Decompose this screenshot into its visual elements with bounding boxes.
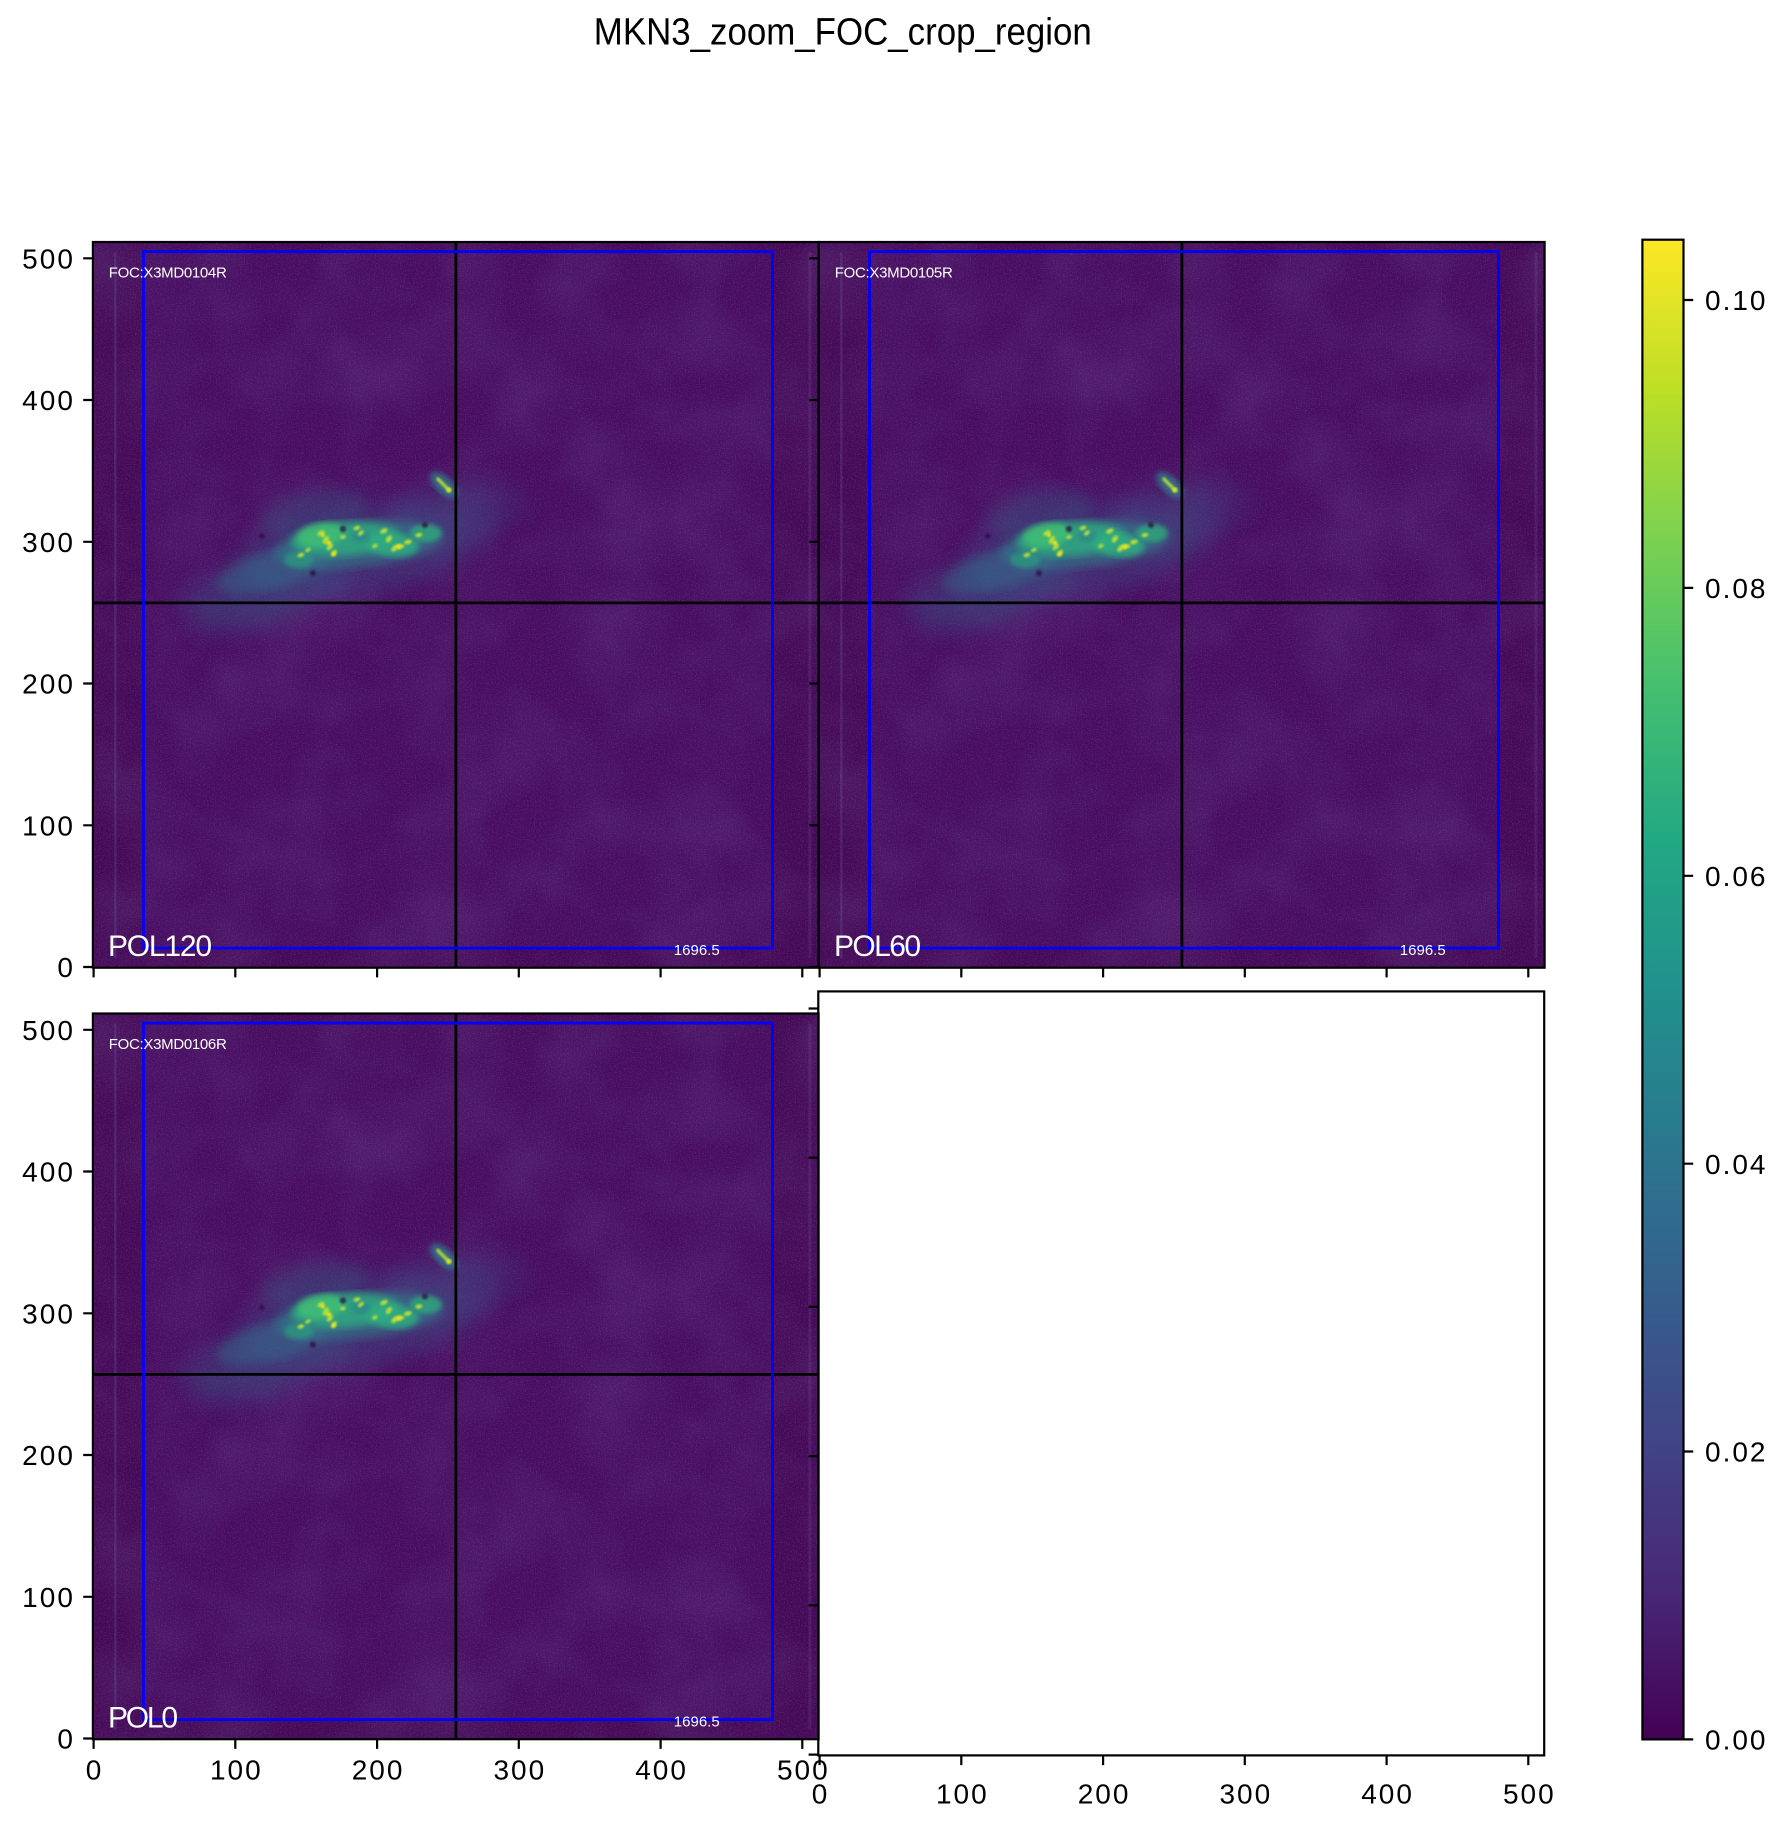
svg-text:100: 100 <box>936 1779 989 1810</box>
svg-text:FOC:X3MD0105R: FOC:X3MD0105R <box>835 265 953 282</box>
svg-text:0.02: 0.02 <box>1705 1437 1768 1468</box>
svg-text:0: 0 <box>812 1779 830 1810</box>
svg-text:200: 200 <box>1078 1779 1131 1810</box>
svg-text:0.06: 0.06 <box>1705 861 1768 892</box>
svg-text:200: 200 <box>22 1440 75 1471</box>
svg-text:500: 500 <box>22 1015 75 1046</box>
svg-text:1696.5: 1696.5 <box>1400 942 1446 959</box>
svg-text:300: 300 <box>22 527 75 558</box>
svg-text:400: 400 <box>22 1157 75 1188</box>
svg-text:0: 0 <box>57 1724 75 1755</box>
svg-text:200: 200 <box>352 1755 405 1786</box>
svg-text:0.04: 0.04 <box>1705 1149 1768 1180</box>
svg-text:0: 0 <box>86 1755 104 1786</box>
svg-text:0.08: 0.08 <box>1705 573 1768 604</box>
svg-text:100: 100 <box>22 811 75 842</box>
svg-text:FOC:X3MD0106R: FOC:X3MD0106R <box>109 1036 227 1053</box>
svg-text:100: 100 <box>210 1755 263 1786</box>
svg-text:MKN3_zoom_FOC_crop_region: MKN3_zoom_FOC_crop_region <box>594 12 1092 54</box>
svg-text:1696.5: 1696.5 <box>674 1714 720 1731</box>
svg-text:400: 400 <box>1361 1779 1414 1810</box>
svg-text:1696.5: 1696.5 <box>674 942 720 959</box>
svg-text:0.00: 0.00 <box>1705 1725 1768 1756</box>
svg-text:0.10: 0.10 <box>1705 285 1768 316</box>
svg-text:POL0: POL0 <box>108 1702 178 1735</box>
svg-text:300: 300 <box>1219 1779 1272 1810</box>
svg-text:500: 500 <box>1503 1779 1556 1810</box>
svg-text:300: 300 <box>22 1299 75 1330</box>
svg-text:0: 0 <box>57 952 75 983</box>
svg-text:FOC:X3MD0104R: FOC:X3MD0104R <box>109 265 227 282</box>
svg-text:500: 500 <box>777 1755 830 1786</box>
svg-text:POL120: POL120 <box>108 930 212 963</box>
svg-text:400: 400 <box>635 1755 688 1786</box>
svg-text:POL60: POL60 <box>834 930 921 963</box>
svg-text:400: 400 <box>22 385 75 416</box>
svg-text:300: 300 <box>493 1755 546 1786</box>
svg-text:500: 500 <box>22 244 75 275</box>
svg-text:100: 100 <box>22 1582 75 1613</box>
svg-text:200: 200 <box>22 669 75 700</box>
